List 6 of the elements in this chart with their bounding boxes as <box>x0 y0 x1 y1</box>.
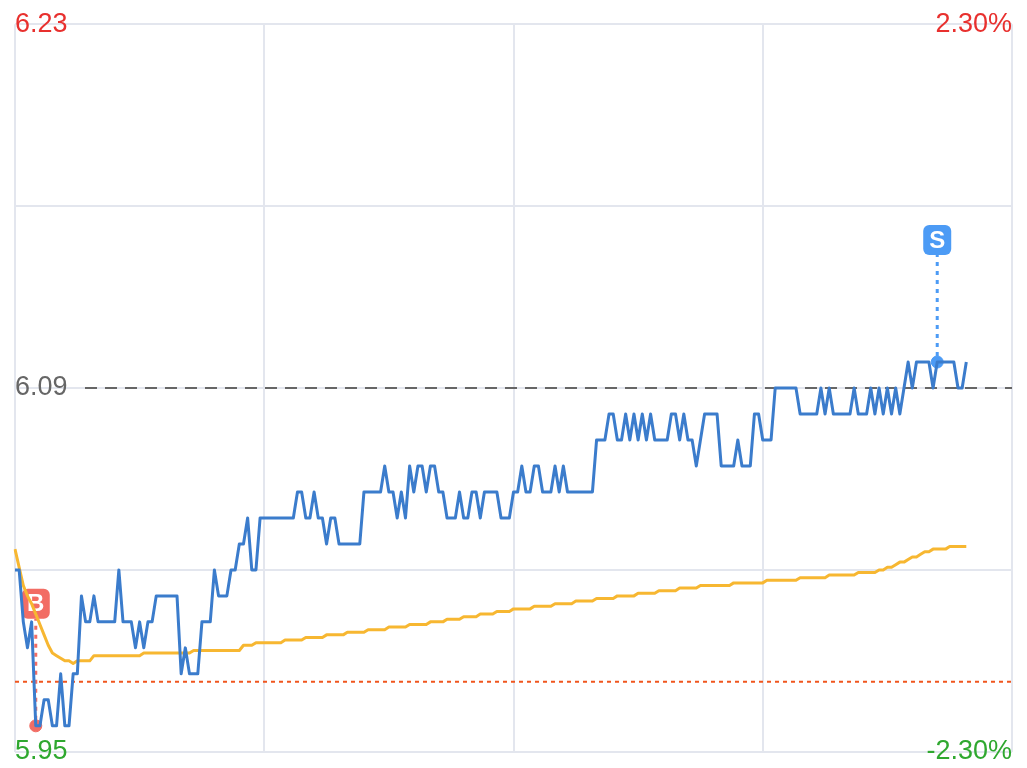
y-tick-label: 6.09 <box>15 371 68 402</box>
y-tick-label: 5.95 <box>15 735 68 766</box>
text: S <box>929 225 946 253</box>
y2-tick-label: 2.30% <box>935 7 1012 38</box>
y2-tick-label: -2.30% <box>926 735 1012 766</box>
y-tick-label: 6.23 <box>15 7 68 38</box>
